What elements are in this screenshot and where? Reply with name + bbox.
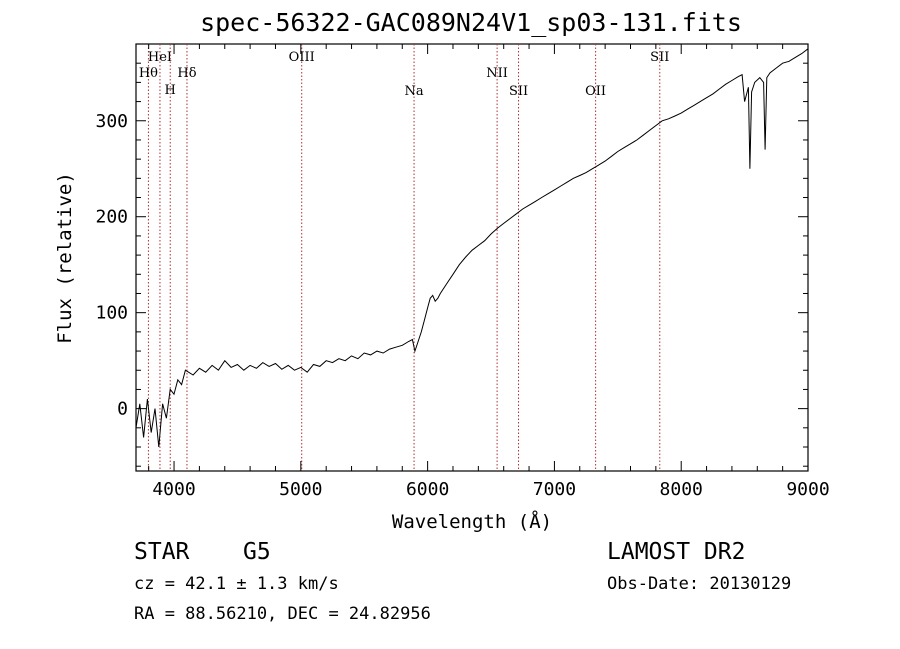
observation-date: Obs-Date: 20130129 xyxy=(607,574,791,594)
y-tick-label: 100 xyxy=(95,303,128,324)
y-tick-label: 200 xyxy=(95,207,128,228)
chart-title: spec-56322-GAC089N24V1_sp03-131.fits xyxy=(200,8,742,37)
spectral-line-label: OII xyxy=(585,84,606,99)
x-tick-label: 4000 xyxy=(152,479,195,500)
x-axis-label: Wavelength (Å) xyxy=(392,510,552,533)
x-tick-label: 9000 xyxy=(786,479,829,500)
spectral-line-label: Hθ xyxy=(139,66,158,81)
spectral-line-label: Na xyxy=(404,84,423,99)
x-axis-ticks: 4000 5000 6000 7000 8000 9000 xyxy=(148,44,830,500)
object-class: STAR xyxy=(134,539,190,565)
spectral-line-label: NII xyxy=(486,66,508,81)
survey-name: LAMOST DR2 xyxy=(607,539,745,565)
spectral-line-label: H xyxy=(165,83,176,98)
y-tick-label: 0 xyxy=(117,399,128,420)
x-tick-label: 6000 xyxy=(406,479,449,500)
spectrum-line xyxy=(135,48,809,448)
plot-frame xyxy=(135,43,809,472)
y-tick-label: 300 xyxy=(95,111,128,132)
object-subclass: G5 xyxy=(243,539,271,565)
spectral-line-label: HeI xyxy=(148,50,172,65)
spectral-line-label: SII xyxy=(509,84,528,99)
redshift-value: cz = 42.1 ± 1.3 km/s xyxy=(134,574,339,594)
spectral-line-label: SII xyxy=(650,50,669,65)
x-tick-label: 5000 xyxy=(279,479,322,500)
spectral-line-label: OIII xyxy=(289,50,315,65)
x-tick-label: 7000 xyxy=(533,479,576,500)
x-tick-label: 8000 xyxy=(660,479,703,500)
spectral-line-label: Hδ xyxy=(177,66,196,81)
y-axis-ticks: 0 100 200 300 xyxy=(95,62,808,467)
coordinates: RA = 88.56210, DEC = 24.82956 xyxy=(134,604,431,624)
y-axis-label: Flux (relative) xyxy=(54,172,76,344)
